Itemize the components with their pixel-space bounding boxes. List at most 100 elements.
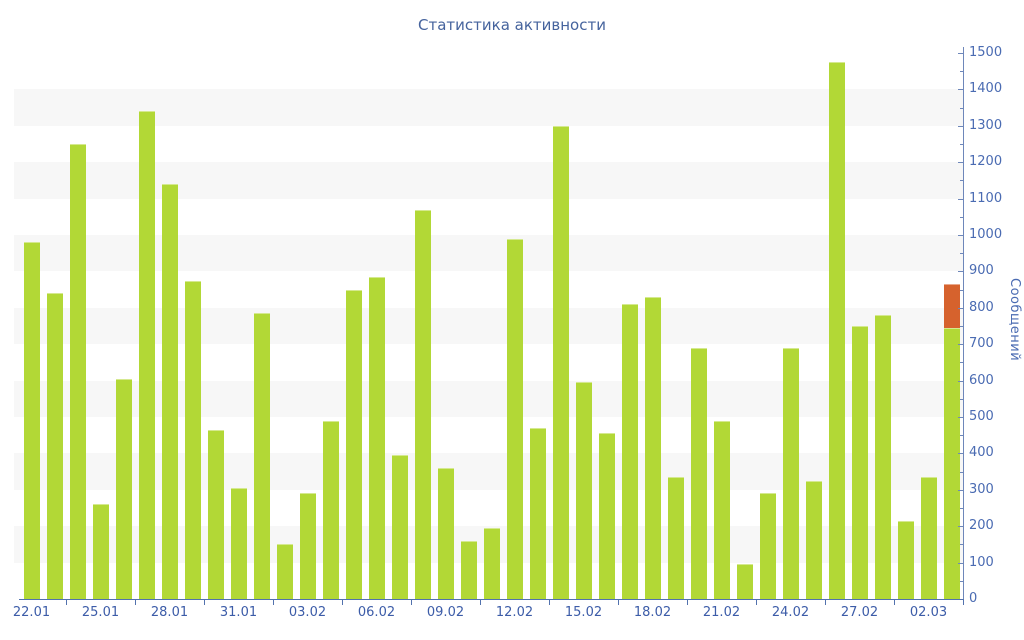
- bar-21.02[interactable]: [713, 420, 730, 599]
- y-tick-label: 400: [969, 445, 994, 461]
- bar-06.02[interactable]: [368, 276, 385, 599]
- y-tick-label: 700: [969, 336, 994, 352]
- bar-14.02[interactable]: [552, 125, 569, 599]
- y-tick-label: 1200: [969, 154, 1003, 170]
- x-tick-label: 02.03: [909, 605, 948, 620]
- grid-stripe: [14, 380, 963, 417]
- y-major-tick: [958, 235, 963, 236]
- bar-highlight-segment-03.03[interactable]: [943, 284, 960, 328]
- y-tick-label: 100: [969, 554, 994, 570]
- bar-08.02[interactable]: [414, 209, 431, 599]
- y-tick-label: 1300: [969, 117, 1003, 133]
- y-minor-tick: [960, 180, 963, 182]
- bar-05.02[interactable]: [345, 289, 362, 599]
- x-tick: [618, 600, 619, 605]
- grid-stripe: [14, 307, 963, 345]
- x-tick-label: 03.02: [288, 605, 327, 620]
- y-minor-tick: [960, 253, 963, 255]
- bar-01.03[interactable]: [897, 520, 914, 599]
- bar-31.01[interactable]: [230, 487, 247, 599]
- x-tick-label: 12.02: [495, 605, 534, 620]
- bar-20.02[interactable]: [690, 347, 707, 599]
- bar-03.02[interactable]: [299, 493, 316, 599]
- bar-10.02[interactable]: [460, 540, 477, 599]
- bar-17.02[interactable]: [621, 304, 638, 599]
- bar-26.01[interactable]: [115, 378, 132, 599]
- y-minor-tick: [960, 398, 963, 400]
- x-tick-label: 18.02: [633, 605, 672, 620]
- x-tick: [894, 600, 895, 605]
- bar-02.02[interactable]: [276, 544, 293, 599]
- bar-16.02[interactable]: [598, 433, 615, 599]
- x-tick: [687, 600, 688, 605]
- bar-18.02[interactable]: [644, 296, 661, 599]
- bar-19.02[interactable]: [667, 477, 684, 599]
- bar-22.01[interactable]: [23, 242, 40, 599]
- y-tick-label: 1100: [969, 190, 1003, 206]
- x-tick-label: 21.02: [702, 605, 741, 620]
- bar-27.01[interactable]: [138, 111, 155, 599]
- x-tick-label: 31.01: [219, 605, 258, 620]
- bar-28.01[interactable]: [161, 184, 178, 599]
- y-minor-tick: [960, 144, 963, 145]
- bar-01.02[interactable]: [253, 313, 270, 599]
- grid-stripe: [14, 162, 963, 199]
- y-tick-label: 1400: [969, 81, 1003, 97]
- bar-29.01[interactable]: [184, 280, 201, 599]
- y-minor-tick: [960, 326, 963, 327]
- bar-27.02[interactable]: [851, 326, 868, 599]
- x-tick-label: 27.02: [840, 605, 879, 620]
- chart-title: Статистика активности: [418, 16, 606, 34]
- bar-24.01[interactable]: [69, 144, 86, 599]
- y-tick-label: 0: [969, 591, 978, 606]
- grid-stripe: [14, 235, 963, 272]
- y-major-tick: [958, 53, 963, 54]
- y-minor-tick: [960, 471, 963, 473]
- bar-07.02[interactable]: [391, 455, 408, 599]
- bar-04.02[interactable]: [322, 420, 339, 599]
- x-tick: [411, 600, 412, 605]
- y-major-tick: [958, 417, 963, 418]
- y-tick-label: 200: [969, 518, 994, 534]
- bar-26.02[interactable]: [828, 62, 845, 599]
- bar-30.01[interactable]: [207, 429, 224, 599]
- y-minor-tick: [960, 508, 963, 509]
- y-axis-title: Сообщений: [1007, 278, 1022, 362]
- y-tick-label: 1500: [969, 45, 1003, 60]
- y-tick-label: 300: [969, 481, 994, 497]
- bar-09.02[interactable]: [437, 467, 454, 599]
- y-major-tick: [958, 162, 963, 164]
- x-tick-label: 24.02: [771, 605, 810, 620]
- bar-03.03[interactable]: [943, 327, 960, 599]
- y-major-tick: [958, 526, 963, 528]
- y-major-tick: [958, 125, 963, 127]
- x-tick-label: 28.01: [150, 605, 189, 620]
- bar-22.02[interactable]: [736, 564, 753, 599]
- bar-12.02[interactable]: [506, 238, 523, 599]
- bar-23.02[interactable]: [759, 493, 776, 599]
- x-axis-line: [19, 599, 964, 600]
- bar-15.02[interactable]: [575, 382, 592, 599]
- y-tick-label: 1000: [969, 227, 1003, 242]
- bar-25.01[interactable]: [92, 504, 109, 599]
- y-major-tick: [958, 307, 963, 309]
- bar-02.03[interactable]: [920, 477, 937, 599]
- x-tick: [963, 600, 964, 605]
- y-major-tick: [958, 453, 963, 455]
- grid-stripe: [14, 89, 963, 126]
- y-minor-tick: [960, 435, 963, 437]
- bar-11.02[interactable]: [483, 528, 500, 599]
- x-tick: [756, 600, 757, 605]
- y-minor-tick: [960, 107, 963, 109]
- bar-13.02[interactable]: [529, 427, 546, 599]
- y-minor-tick: [960, 580, 963, 582]
- y-major-tick: [958, 198, 963, 200]
- y-major-tick: [958, 89, 963, 91]
- bar-25.02[interactable]: [805, 480, 822, 599]
- bar-28.02[interactable]: [874, 315, 891, 599]
- y-major-tick: [958, 489, 963, 491]
- y-tick-label: 500: [969, 409, 994, 424]
- bar-24.02[interactable]: [782, 347, 799, 599]
- bar-23.01[interactable]: [46, 293, 63, 599]
